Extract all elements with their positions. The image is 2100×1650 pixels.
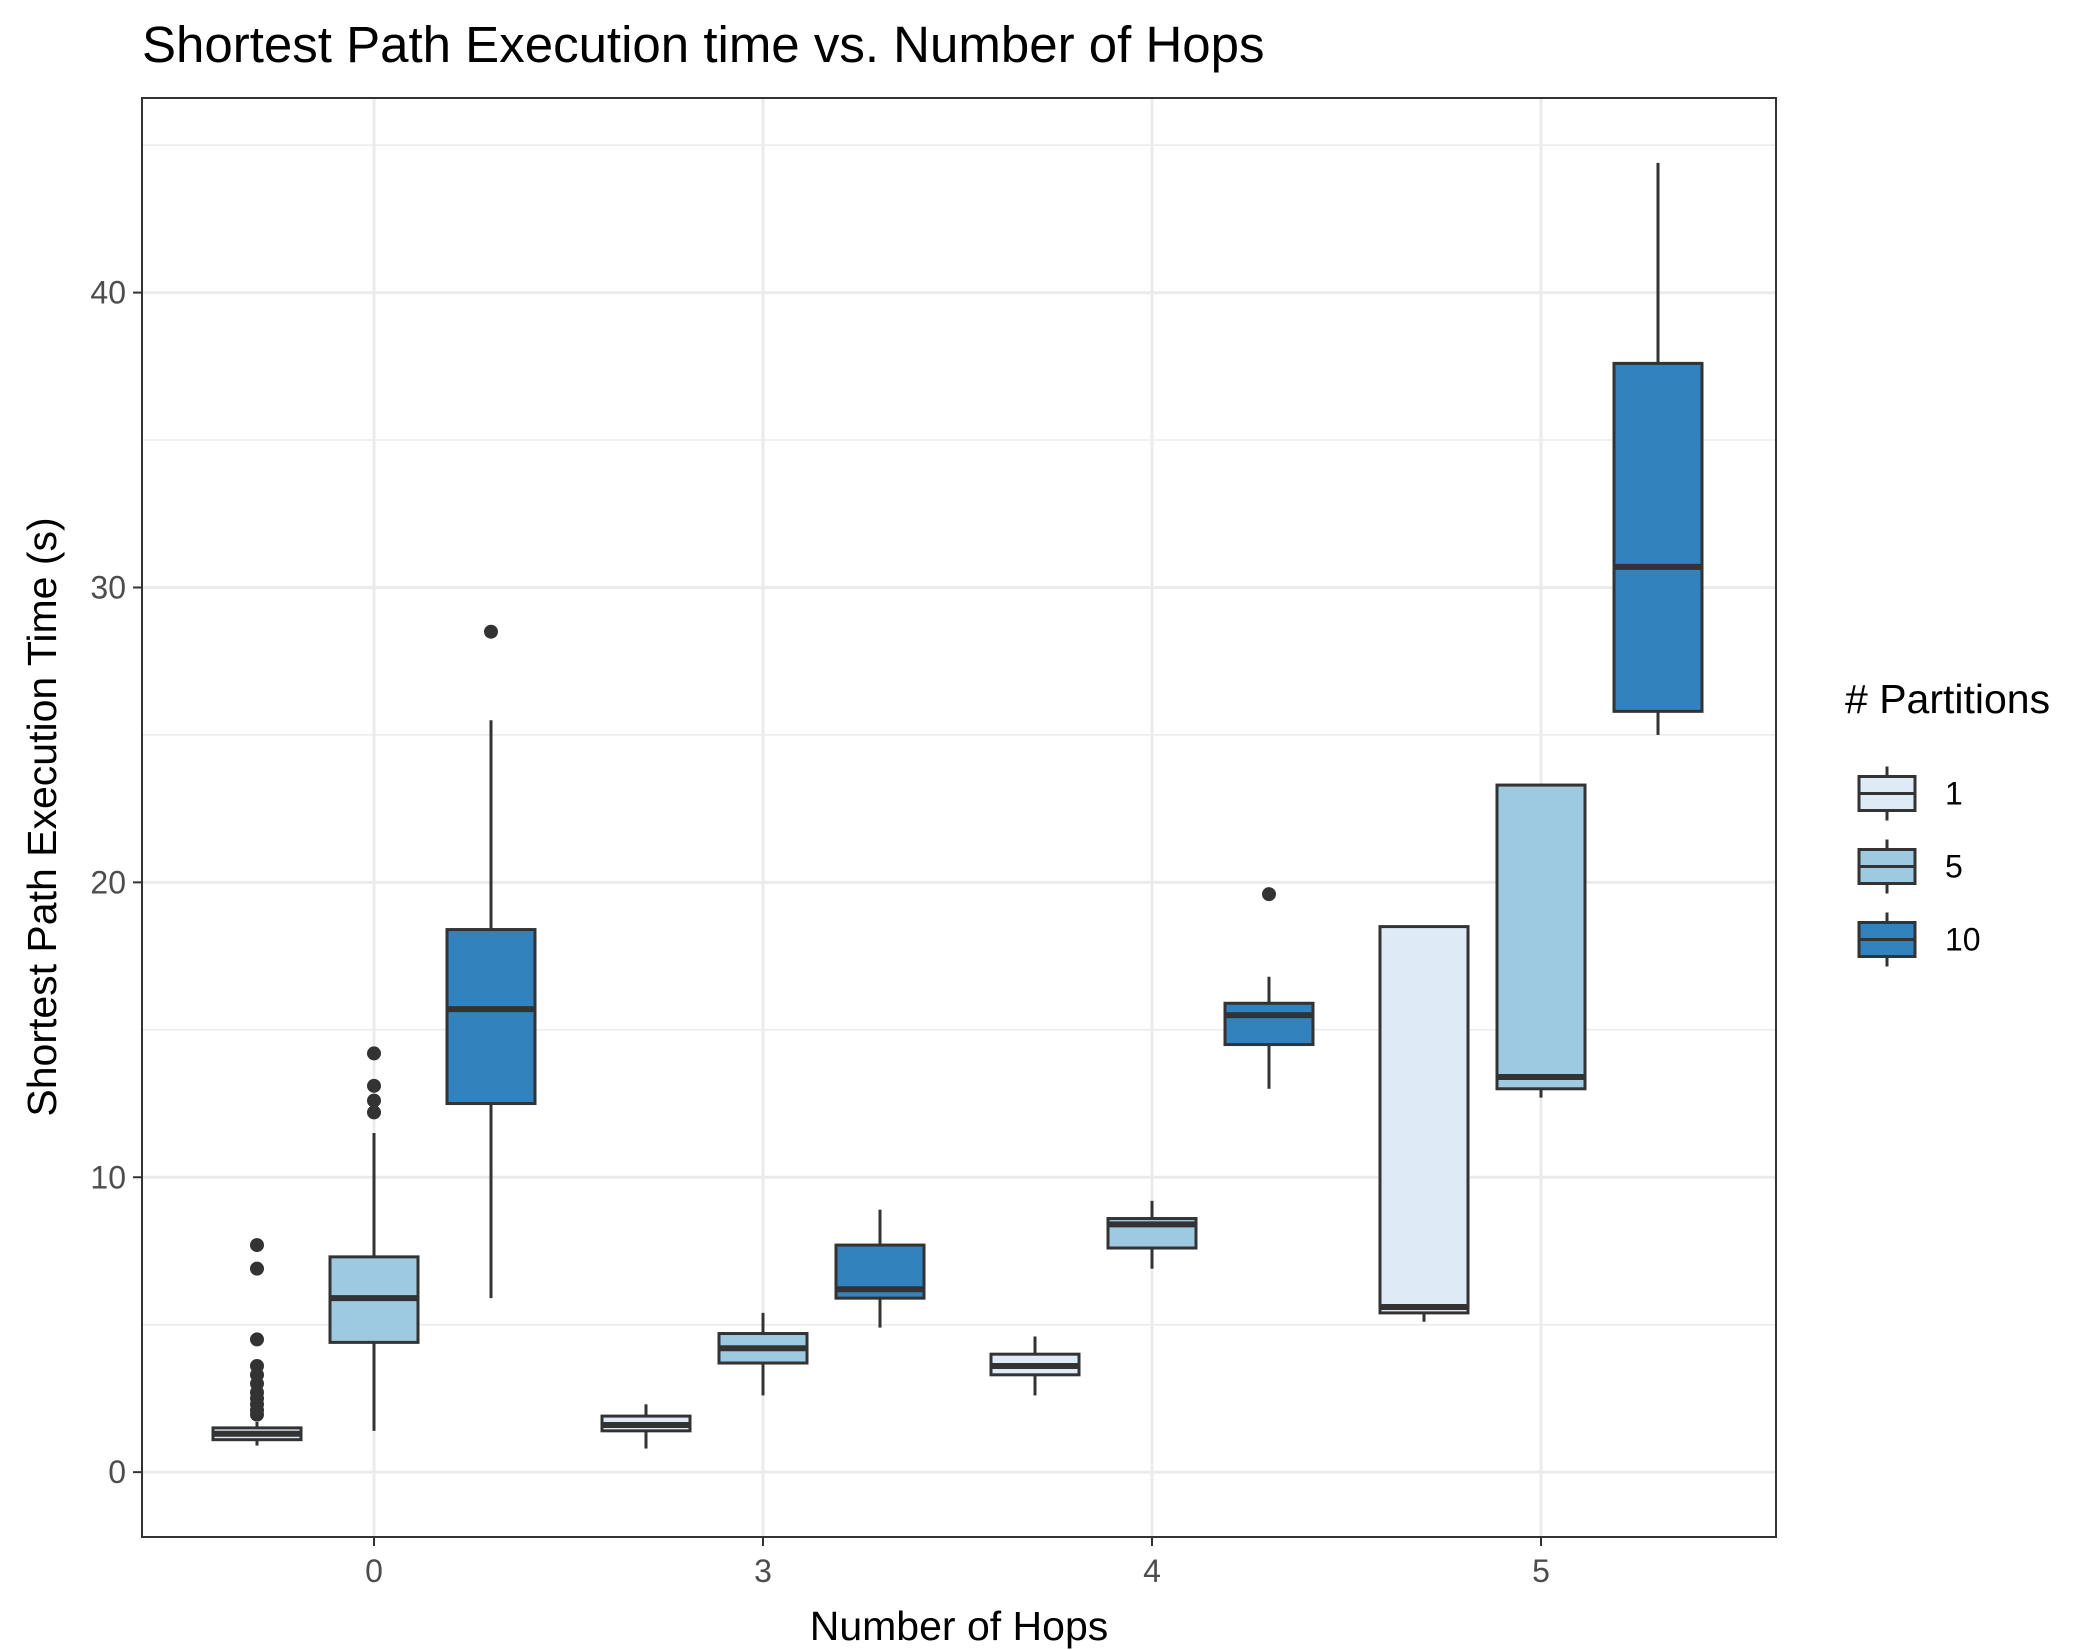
outlier-point <box>367 1093 381 1108</box>
outlier-point <box>250 1261 264 1276</box>
box-10-hops-4 <box>1223 1001 1315 1047</box>
box-1-hops-5 <box>1378 925 1470 1315</box>
y-tick-label: 30 <box>90 569 126 605</box>
legend-label: 10 <box>1945 922 1981 958</box>
y-tick-label: 40 <box>90 275 126 311</box>
x-tick-label: 0 <box>365 1553 383 1589</box>
box-layer <box>211 162 1704 1449</box>
outlier-point <box>367 1105 381 1120</box>
outlier-point <box>367 1078 381 1093</box>
legend-title: # Partitions <box>1845 676 2050 722</box>
x-axis-title: Number of Hops <box>810 1603 1109 1649</box>
y-tick-label: 20 <box>90 864 126 900</box>
chart-title: Shortest Path Execution time vs. Number … <box>142 16 1265 73</box>
outlier-point <box>367 1046 381 1061</box>
plot-border <box>141 97 1777 1538</box>
y-tick-label: 0 <box>108 1454 126 1490</box>
legend-label: 5 <box>1945 849 1963 885</box>
outlier-point <box>250 1407 264 1422</box>
x-tick-label: 4 <box>1143 1553 1161 1589</box>
y-tick-label: 10 <box>90 1159 126 1195</box>
box-10-hops-0 <box>445 928 537 1106</box>
axis-layer: 0 10 20 30 40 0 3 4 5 <box>90 275 1549 1589</box>
outlier-point <box>484 624 498 639</box>
box-10-hops-5 <box>1612 361 1704 713</box>
box-5-hops-5 <box>1495 783 1587 1091</box>
legend-label: 1 <box>1945 776 1963 812</box>
outlier-point <box>250 1332 264 1347</box>
outlier-point <box>250 1238 264 1253</box>
x-tick-label: 3 <box>754 1553 772 1589</box>
x-tick-label: 5 <box>1532 1553 1550 1589</box>
y-axis-title: Shortest Path Execution Time (s) <box>19 517 65 1116</box>
outlier-point <box>1262 887 1276 902</box>
legend: # Partitions 1 5 10 <box>1845 676 2050 967</box>
